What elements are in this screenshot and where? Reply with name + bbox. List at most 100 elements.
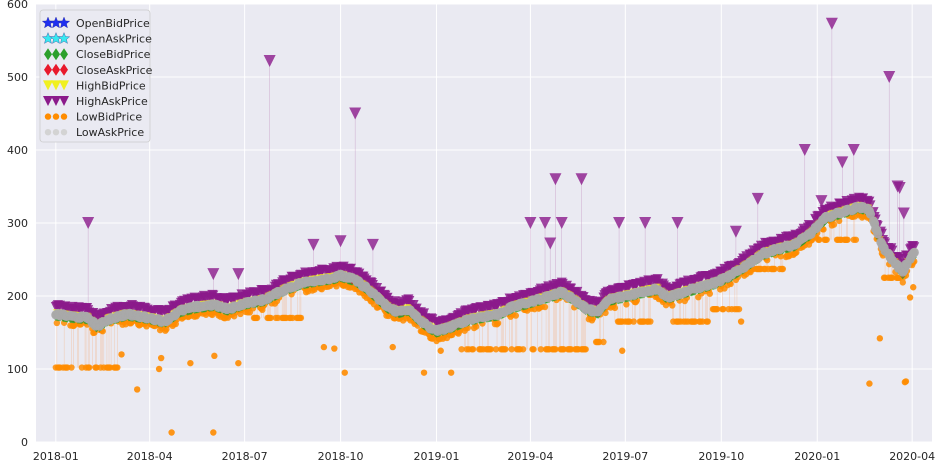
low-bid-point — [589, 315, 597, 322]
legend-marker — [52, 63, 60, 76]
low-bid-point — [541, 303, 549, 311]
low-bid-point — [823, 236, 830, 243]
low-ask-point — [873, 229, 883, 239]
low-bid-point — [876, 335, 884, 342]
high-ask-point — [232, 268, 245, 281]
low-bid-point — [852, 236, 860, 243]
low-bid-point — [487, 346, 494, 353]
high-ask-point — [639, 217, 652, 229]
x-tick-label: 2018-10 — [318, 450, 364, 463]
low-bid-point — [619, 347, 626, 354]
low-bid-point — [133, 386, 141, 393]
low-bid-point — [779, 265, 787, 273]
high-ask-point — [524, 217, 537, 229]
low-bid-point — [582, 346, 589, 353]
low-bid-point — [341, 369, 348, 376]
legend-label: CloseBidPrice — [76, 48, 151, 61]
legend-label: CloseAskPrice — [76, 64, 153, 77]
y-axis-ticks: 0 100 200 300 400 500 600 — [7, 0, 28, 449]
high-ask-point — [207, 268, 220, 281]
x-tick-label: 2019-04 — [507, 450, 553, 463]
low-bid-point — [320, 343, 328, 351]
x-tick-label: 2018-01 — [33, 450, 79, 463]
high-ask-point — [549, 173, 562, 186]
high-ask-point — [887, 245, 898, 256]
high-ask-point — [893, 181, 906, 194]
low-bid-point — [437, 347, 444, 354]
high-ask-point — [883, 71, 896, 83]
low-bid-point — [704, 318, 711, 325]
low-bid-point — [771, 265, 778, 273]
legend-marker — [60, 48, 68, 61]
low-ask-point — [865, 209, 876, 219]
legend-marker — [51, 96, 61, 106]
low-bid-point — [706, 290, 714, 297]
legend-label: LowAskPrice — [76, 126, 144, 139]
high-ask-point — [751, 192, 764, 205]
legend-marker — [44, 63, 52, 76]
low-bid-point — [267, 314, 274, 322]
low-bid-point — [720, 305, 727, 313]
low-bid-point — [85, 364, 93, 371]
low-bid-point — [157, 354, 165, 362]
low-bid-point — [494, 319, 502, 327]
low-bid-point — [647, 318, 654, 325]
legend-marker — [51, 80, 61, 91]
low-bid-point — [458, 346, 465, 353]
low-bid-point — [600, 338, 607, 346]
high-ask-point — [671, 217, 684, 229]
y-tick-label: 500 — [7, 71, 28, 84]
low-bid-point — [611, 304, 619, 312]
low-ask-point — [909, 247, 919, 257]
y-tick-label: 600 — [7, 0, 28, 11]
high-ask-point — [815, 195, 828, 208]
legend: OpenBidPrice OpenAskPrice CloseBidPrice Clo… — [39, 9, 153, 143]
low-bid-point — [844, 236, 851, 243]
low-bid-point — [53, 319, 61, 327]
low-bid-point — [508, 346, 515, 353]
x-tick-label: 2019-01 — [414, 450, 460, 463]
low-bid-point — [389, 343, 396, 351]
low-bid-point — [297, 314, 305, 322]
x-tick-label: 2020-04 — [889, 450, 935, 463]
high-ask-point — [263, 54, 276, 67]
low-bid-point — [816, 236, 823, 243]
low-bid-point — [737, 318, 745, 325]
low-bid-point — [331, 345, 338, 352]
high-ask-point — [334, 235, 347, 248]
legend-label: HighBidPrice — [76, 79, 146, 92]
high-ask-point — [729, 225, 742, 238]
legend-marker — [59, 80, 69, 91]
low-bid-point — [519, 346, 527, 353]
high-ask-point — [825, 17, 838, 30]
high-ask-point — [613, 217, 626, 229]
low-bid-point — [235, 359, 242, 367]
low-bid-point — [902, 378, 910, 385]
high-ask-point — [897, 207, 910, 220]
low-bid-point — [469, 346, 477, 353]
low-bid-point — [211, 352, 218, 360]
high-ask-point — [798, 144, 811, 156]
high-ask-point — [836, 156, 849, 169]
low-bid-point — [118, 351, 125, 358]
low-bid-point — [210, 429, 217, 436]
high-ask-point — [349, 107, 362, 120]
legend-label: OpenBidPrice — [76, 17, 150, 30]
low-bid-point — [502, 346, 509, 353]
x-tick-label: 2018-04 — [127, 450, 173, 463]
legend-marker — [57, 16, 71, 29]
legend-label: OpenAskPrice — [76, 33, 152, 46]
low-bid-point — [168, 429, 175, 436]
high-ask-point — [539, 217, 552, 229]
low-bid-point — [830, 221, 838, 228]
legend-marker — [44, 113, 52, 120]
low-bid-point — [512, 312, 520, 319]
y-tick-label: 200 — [7, 290, 28, 303]
y-tick-label: 400 — [7, 144, 28, 157]
legend-marker — [52, 129, 60, 136]
low-bid-point — [68, 364, 75, 371]
low-bid-point — [630, 318, 637, 325]
low-bid-point — [492, 346, 500, 353]
